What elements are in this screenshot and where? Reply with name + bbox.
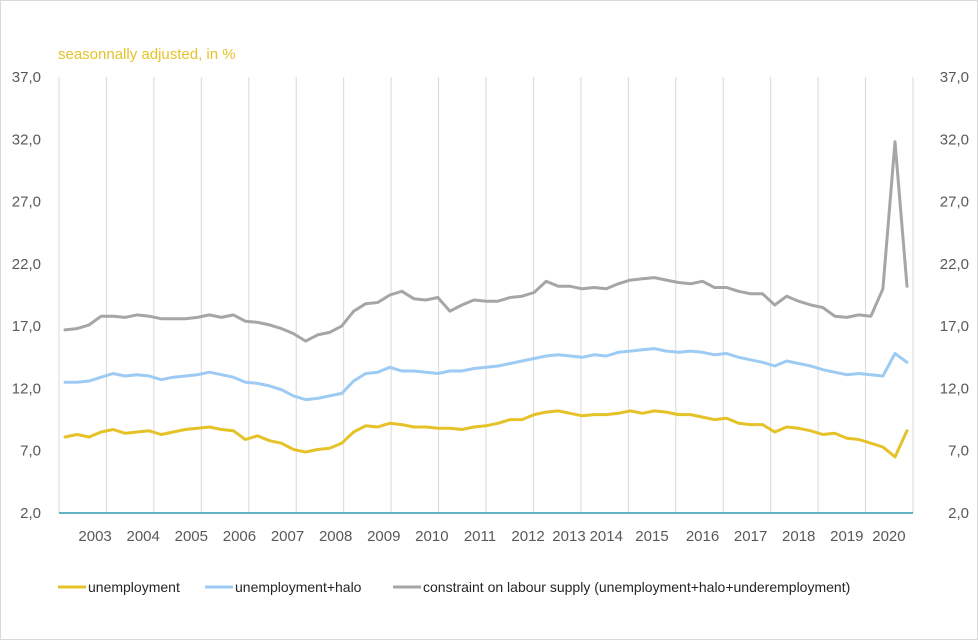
- y-tick-label-left: 17,0: [12, 318, 41, 335]
- legend: unemployment unemployment+halo constraint …: [58, 579, 850, 595]
- y-tick-label-right: 7,0: [948, 443, 969, 460]
- x-tick-label: 2018: [782, 528, 815, 545]
- x-tick-label: 2019: [830, 528, 863, 545]
- legend-label: constraint on labour supply (unemploymen…: [423, 579, 850, 595]
- legend-label: unemployment: [88, 579, 180, 595]
- y-tick-label-left: 7,0: [20, 443, 41, 460]
- y-tick-label-left: 22,0: [12, 256, 41, 273]
- x-tick-label: 2017: [734, 528, 767, 545]
- x-tick-label: 2009: [367, 528, 400, 545]
- chart-subtitle: seasonnally adjusted, in %: [58, 46, 236, 63]
- x-tick-label: 2016: [686, 528, 719, 545]
- gridlines: [58, 77, 914, 513]
- y-axis-right-ticks: 2,0 7,0 12,0 17,0 22,0 27,0 32,0 37,0: [940, 69, 969, 522]
- series-lines: [63, 140, 909, 459]
- y-tick-label-right: 12,0: [940, 380, 969, 397]
- y-tick-label-right: 27,0: [940, 194, 969, 211]
- y-axis-left-ticks: 2,0 7,0 12,0 17,0 22,0 27,0 32,0 37,0: [12, 69, 41, 522]
- x-tick-label: 2012: [511, 528, 544, 545]
- y-tick-label-right: 22,0: [940, 256, 969, 273]
- series-line: [63, 409, 909, 459]
- x-tick-label: 2010: [415, 528, 448, 545]
- x-tick-label: 2020: [872, 528, 905, 545]
- series-line: [63, 140, 909, 343]
- y-tick-label-right: 37,0: [940, 69, 969, 86]
- x-tick-label: 2008: [319, 528, 352, 545]
- y-tick-label-right: 2,0: [948, 505, 969, 522]
- x-axis-ticks: 2003 2004 2005 2006 2007 2008 2009 2010 2011 2012…: [78, 528, 905, 545]
- x-tick-label: 2011: [464, 528, 496, 545]
- series-line: [63, 347, 909, 402]
- x-tick-label: 2004: [127, 528, 160, 545]
- legend-label: unemployment+halo: [235, 579, 362, 595]
- x-tick-label: 2014: [590, 528, 623, 545]
- x-tick-label: 2005: [175, 528, 208, 545]
- x-tick-label: 2015: [635, 528, 668, 545]
- x-tick-label: 2006: [223, 528, 256, 545]
- y-tick-label-right: 17,0: [940, 318, 969, 335]
- y-tick-label-left: 32,0: [12, 131, 41, 148]
- y-tick-label-left: 2,0: [20, 505, 41, 522]
- y-tick-label-left: 37,0: [12, 69, 41, 86]
- y-tick-label-left: 12,0: [12, 380, 41, 397]
- y-tick-label-left: 27,0: [12, 194, 41, 211]
- y-tick-label-right: 32,0: [940, 131, 969, 148]
- x-tick-label: 2007: [271, 528, 304, 545]
- x-tick-label: 2013: [552, 528, 585, 545]
- x-tick-label: 2003: [78, 528, 111, 545]
